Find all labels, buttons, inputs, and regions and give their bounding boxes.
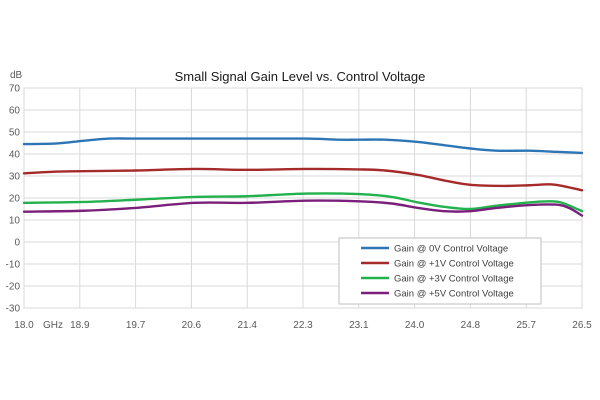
- x-tick-label: 24.0: [405, 320, 425, 331]
- series-line-4: [22, 199, 584, 217]
- y-axis-unit-label: dB: [10, 70, 23, 81]
- y-tick-label: 0: [14, 238, 20, 249]
- y-tick-labels: -30 -20 -10 0 10 20 30 40 50 60 70: [6, 84, 21, 315]
- y-tick-label: 20: [9, 194, 21, 205]
- x-tick-label: 25.7: [516, 320, 536, 331]
- legend-label: Gain @ +5V Control Voltage: [394, 289, 514, 300]
- y-tick-label: 70: [9, 84, 21, 95]
- x-axis-unit-label: GHz: [43, 320, 63, 331]
- x-tick-label: 18.0: [14, 320, 34, 331]
- legend-label: Gain @ +1V Control Voltage: [394, 259, 514, 270]
- x-tick-label: 22.3: [293, 320, 313, 331]
- y-tick-label: -20: [6, 282, 21, 293]
- series-line-3: [22, 192, 584, 213]
- series-line-1: [22, 137, 584, 155]
- y-tick-label: 40: [9, 150, 21, 161]
- axes: Small Signal Gain Level vs. Control Volt…: [10, 69, 425, 331]
- x-tick-label: 24.8: [461, 320, 481, 331]
- x-tick-label: 20.6: [182, 320, 202, 331]
- y-tick-label: 50: [9, 128, 21, 139]
- y-tick-label: 30: [9, 172, 21, 183]
- x-tick-label: 23.1: [349, 320, 369, 331]
- x-tick-label: 18.9: [70, 320, 90, 331]
- x-tick-labels: 18.0 18.9 19.7 20.6 21.4 22.3 23.1 24.0 24.8 25.7…: [14, 320, 592, 331]
- x-tick-label: 19.7: [126, 320, 146, 331]
- y-tick-label: 60: [9, 106, 21, 117]
- x-tick-label: 21.4: [237, 320, 257, 331]
- series-lines: [22, 137, 584, 217]
- legend-label: Gain @ +3V Control Voltage: [394, 274, 514, 285]
- chart-title: Small Signal Gain Level vs. Control Volt…: [175, 69, 426, 84]
- y-tick-label: -10: [6, 260, 21, 271]
- y-tick-label: 10: [9, 216, 21, 227]
- y-tick-label: -30: [6, 304, 21, 315]
- legend-label: Gain @ 0V Control Voltage: [394, 244, 508, 255]
- series-line-2: [22, 167, 584, 192]
- x-tick-label: 26.5: [572, 320, 592, 331]
- legend: Gain @ 0V Control Voltage Gain @ +1V Cont…: [338, 237, 542, 305]
